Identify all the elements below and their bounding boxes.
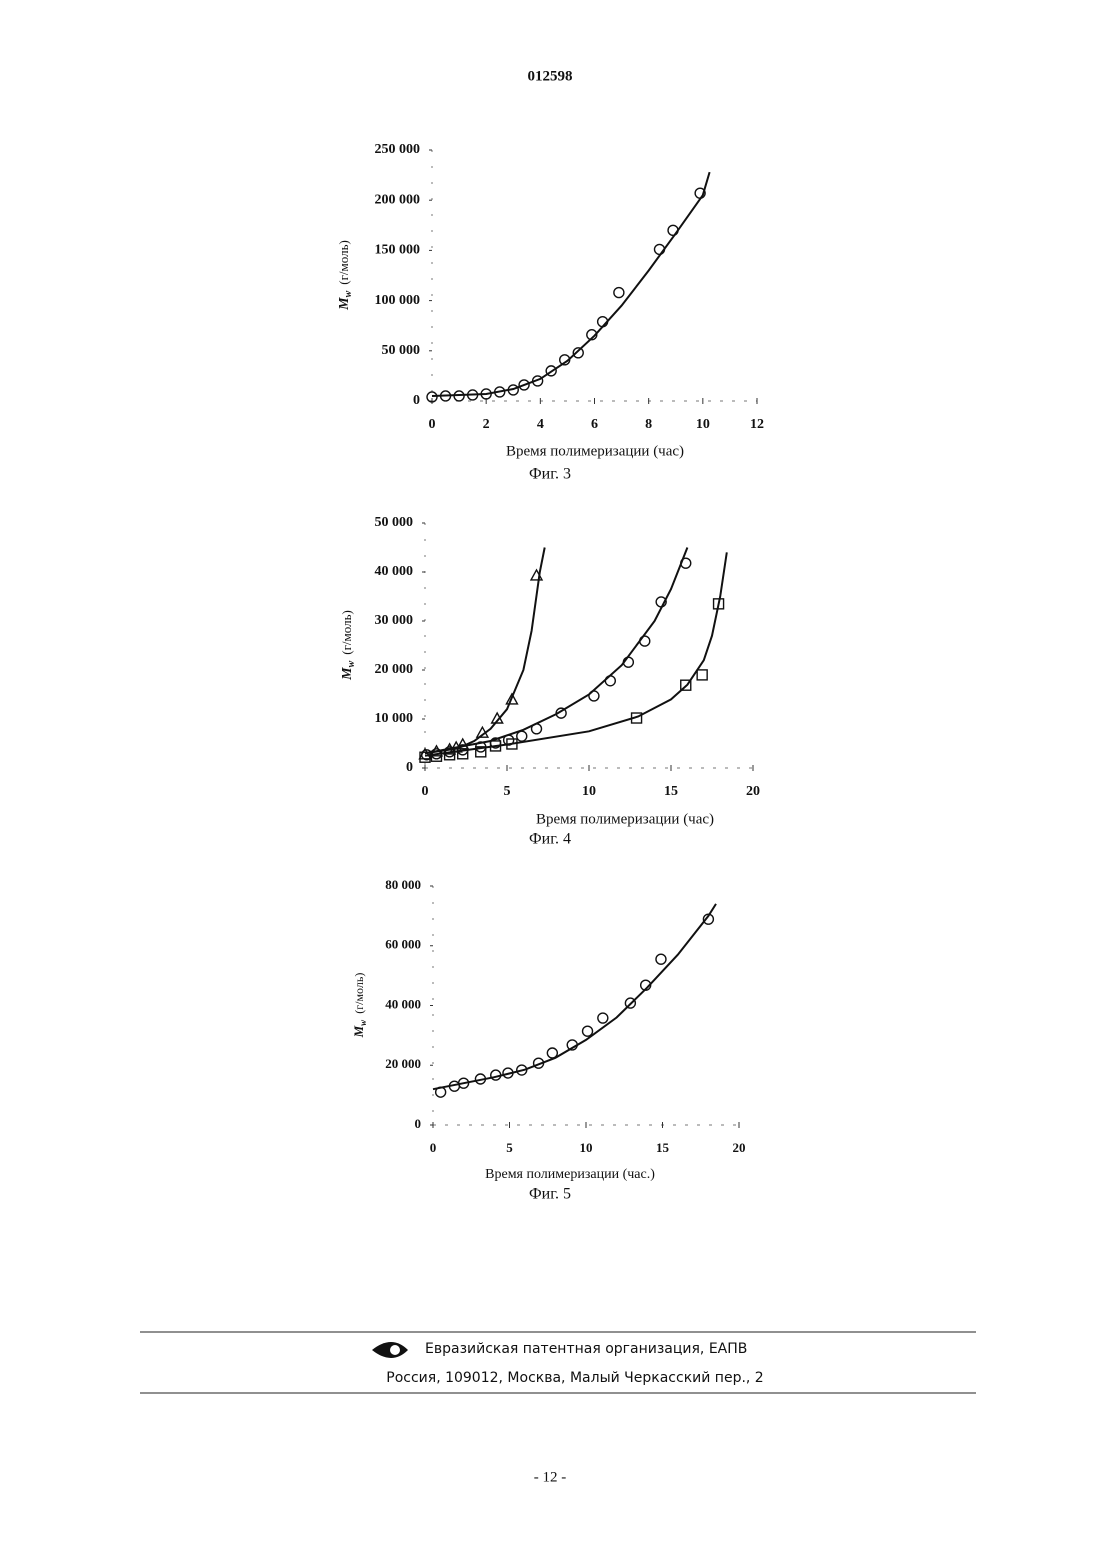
x-axis-label: Время полимеризации (час): [506, 443, 684, 459]
y-tick-label: 40 000: [385, 996, 421, 1011]
y-tick-label: 50 000: [382, 343, 421, 358]
fit-curve: [432, 172, 710, 396]
x-tick-label: 2: [483, 417, 490, 432]
x-tick-label: 15: [664, 784, 678, 799]
x-tick-label: 0: [429, 417, 436, 432]
data-point: [656, 954, 666, 964]
y-axis-label: Mw (г/моль): [351, 973, 368, 1039]
data-point: [583, 1026, 593, 1036]
y-axis-label: Mw (г/моль): [336, 240, 354, 311]
y-tick-label: 60 000: [385, 937, 421, 952]
data-point: [598, 1013, 608, 1023]
y-tick-label: 50 000: [375, 515, 414, 530]
y-tick-label: 30 000: [375, 613, 414, 628]
chart: 0 50 000 100 000 150 000 200 000 250 000 0 2 4 6 8…: [336, 142, 764, 482]
x-tick-label: 12: [750, 417, 764, 432]
y-tick-label: 10 000: [375, 711, 414, 726]
y-tick-label: 250 000: [375, 142, 421, 157]
x-tick-label: 10: [582, 784, 596, 799]
x-tick-label: 0: [422, 784, 429, 799]
x-tick-label: 8: [645, 417, 652, 432]
figure-caption: Фиг. 3: [529, 466, 571, 483]
x-tick-label: 10: [580, 1140, 593, 1155]
x-tick-label: 20: [733, 1140, 746, 1155]
chart: 0 20 000 40 000 60 000 80 000 0 5 10 15 20 Время п…: [351, 877, 746, 1203]
footer-address: Россия, 109012, Москва, Малый Черкасский…: [386, 1370, 763, 1386]
x-tick-label: 20: [746, 784, 760, 799]
x-axis-label: Время полимеризации (час.): [485, 1167, 655, 1182]
x-tick-label: 4: [537, 417, 544, 432]
y-tick-label: 0: [406, 760, 413, 775]
x-tick-label: 5: [506, 1140, 513, 1155]
y-label-symbol: M: [337, 297, 352, 311]
y-tick-label: 20 000: [385, 1056, 421, 1071]
footer-organization: Евразийская патентная организация, ЕАПВ: [425, 1341, 747, 1357]
document-page: 012598 Евразийская патентная организация…: [0, 0, 1100, 1556]
y-tick-label: 20 000: [375, 662, 414, 677]
x-tick-label: 6: [591, 417, 598, 432]
y-label-subscript: w: [346, 660, 357, 667]
y-label-symbol: M: [351, 1025, 366, 1038]
page-number: - 12 -: [534, 1469, 567, 1485]
data-point: [517, 731, 527, 741]
x-tick-label: 15: [656, 1140, 670, 1155]
y-tick-label: 0: [415, 1116, 422, 1131]
y-label-subscript: w: [343, 290, 354, 297]
y-axis-label: Mw (г/моль): [339, 610, 357, 681]
fit-curve: [433, 904, 716, 1089]
y-tick-label: 150 000: [375, 243, 421, 258]
y-tick-label: 200 000: [375, 192, 421, 207]
figure-caption: Фиг. 5: [529, 1186, 571, 1203]
x-tick-label: 5: [504, 784, 511, 799]
y-tick-label: 40 000: [375, 564, 414, 579]
y-tick-label: 100 000: [375, 293, 421, 308]
x-tick-label: 10: [696, 417, 710, 432]
figure-caption: Фиг. 4: [529, 831, 571, 848]
chart: 0 10 000 20 000 30 000 40 000 50 000 0 5 10 15 20 В…: [339, 515, 760, 847]
patent-number: 012598: [528, 68, 573, 84]
y-label-subscript: w: [358, 1019, 368, 1026]
y-label-unit: (г/моль): [336, 240, 351, 285]
fit-curve: [425, 548, 687, 754]
data-point: [697, 670, 707, 680]
eapo-logo: [372, 1342, 408, 1358]
y-tick-label: 0: [413, 393, 420, 408]
y-label-unit: (г/моль): [352, 973, 366, 1014]
y-tick-label: 80 000: [385, 877, 421, 892]
fit-curve: [425, 552, 727, 755]
x-tick-label: 0: [430, 1140, 437, 1155]
data-point: [614, 288, 624, 298]
y-label-unit: (г/моль): [339, 610, 354, 655]
fit-curve: [425, 548, 545, 754]
y-label-symbol: M: [340, 667, 355, 681]
x-axis-label: Время полимеризации (час): [536, 811, 714, 827]
